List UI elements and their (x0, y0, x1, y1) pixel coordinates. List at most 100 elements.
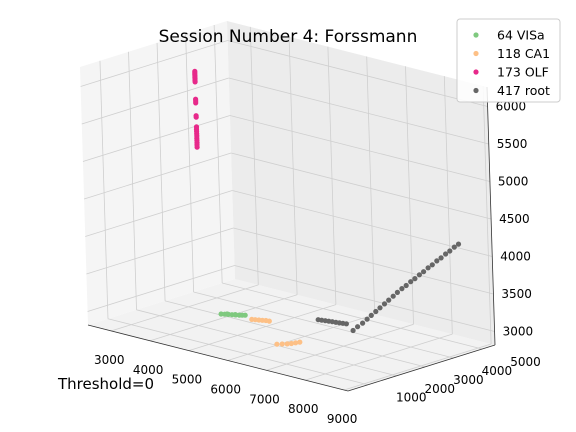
axis-lines (87, 86, 496, 392)
y-grid-floor (136, 309, 397, 377)
z-grid-left (82, 115, 231, 162)
z-grid-back (233, 227, 494, 295)
data-point (224, 311, 230, 317)
y-grid-floor (164, 300, 426, 368)
z-grid-left (83, 152, 232, 200)
z-tick-label: 6000 (496, 100, 527, 114)
data-point (360, 320, 366, 326)
data-point (434, 258, 440, 264)
x-grid-floor (149, 294, 298, 342)
y-tick-label: 1000 (396, 391, 427, 405)
series-1 (249, 316, 303, 347)
x-tick-label: 3000 (94, 353, 125, 367)
z-tick-label: 3500 (501, 287, 532, 301)
x-grid-back (249, 26, 259, 285)
data-point (192, 68, 198, 74)
data-point (355, 324, 361, 330)
data-point (408, 279, 414, 285)
data-point (193, 96, 199, 102)
back-pane (227, 21, 495, 345)
data-point (293, 340, 299, 346)
x-grid-back (366, 56, 376, 315)
x-tick-label: 9000 (327, 412, 358, 426)
data-point (386, 297, 392, 303)
legend-label: 417 root (497, 83, 550, 98)
legend-label: 173 OLF (497, 65, 549, 80)
legend-label: 118 CA1 (497, 46, 550, 61)
y-tick-label: 4000 (482, 364, 513, 378)
data-point (377, 305, 383, 311)
data-point (443, 251, 449, 257)
y-grid-left (213, 25, 223, 284)
series-0 (218, 311, 248, 318)
chart-title: Session Number 4: Forssmann (159, 27, 418, 47)
z-tick-label: 5000 (498, 175, 529, 189)
data-point (373, 308, 379, 315)
z-grid-left (81, 77, 229, 125)
threshold-annotation: Threshold=0 (57, 375, 154, 393)
y-tick-label: 2000 (425, 382, 456, 396)
x-grid-back (288, 36, 298, 295)
x-tick-label: 7000 (249, 392, 280, 406)
x-tick-label: 8000 (288, 402, 319, 416)
z-grid-back (228, 77, 489, 145)
y-grid-floor (222, 282, 483, 350)
data-point (242, 312, 248, 318)
data-point (368, 312, 374, 318)
y-tick-label: 3000 (453, 373, 484, 387)
z-tick-label: 3000 (503, 325, 534, 339)
x-grid-floor (188, 304, 337, 351)
y-grid-floor (107, 318, 369, 386)
x-tick-label: 5000 (172, 373, 203, 387)
z-axis-line (486, 86, 496, 346)
data-point (279, 341, 285, 347)
z-grid-back (229, 115, 491, 182)
z-grid-back (227, 40, 488, 107)
legend-label: 64 VISa (497, 28, 545, 43)
tick-labels: 3000400050006000700080009000100020003000… (94, 100, 541, 427)
data-point (403, 282, 409, 289)
z-grid-back (234, 265, 495, 332)
z-tick-label: 4500 (499, 212, 530, 226)
legend-marker (473, 69, 479, 75)
x-grid-floor (266, 323, 414, 371)
data-point (297, 339, 303, 345)
data-point (193, 124, 200, 130)
x-grid-floor (111, 284, 259, 332)
data-point (350, 327, 356, 334)
data-point (438, 255, 444, 261)
data-point (421, 269, 427, 275)
y-grid-left (185, 33, 195, 292)
z-tick-label: 5500 (497, 137, 528, 151)
data-points (192, 68, 462, 347)
y-grid-left (128, 51, 137, 310)
z-grid-back (230, 152, 492, 220)
y-grid-left (99, 60, 109, 319)
data-point (399, 286, 405, 292)
x-grid-floor (343, 343, 492, 391)
x-tick-label: 4000 (133, 363, 164, 377)
x-grid-floor (227, 314, 375, 361)
legend-frame (456, 18, 561, 103)
data-point (425, 265, 431, 271)
z-grid-left (87, 265, 235, 312)
axis-panes (80, 21, 495, 391)
z-tick-label: 4000 (500, 250, 531, 264)
data-point (266, 318, 272, 324)
data-point (412, 276, 418, 282)
legend: 64 VISa 118 CA1 173 OLF 417 root (456, 18, 561, 103)
data-point (455, 241, 462, 247)
x-tick-label: 6000 (210, 383, 241, 397)
z-grid-back (232, 190, 493, 257)
data-point (232, 312, 238, 318)
x-grid-back (327, 46, 337, 305)
series-3 (315, 241, 462, 334)
data-point (451, 244, 457, 250)
data-point (193, 113, 199, 119)
data-point (274, 341, 280, 347)
y-tick-label: 5000 (510, 355, 541, 369)
data-point (394, 289, 400, 295)
data-point (343, 321, 349, 327)
data-point (390, 293, 396, 299)
